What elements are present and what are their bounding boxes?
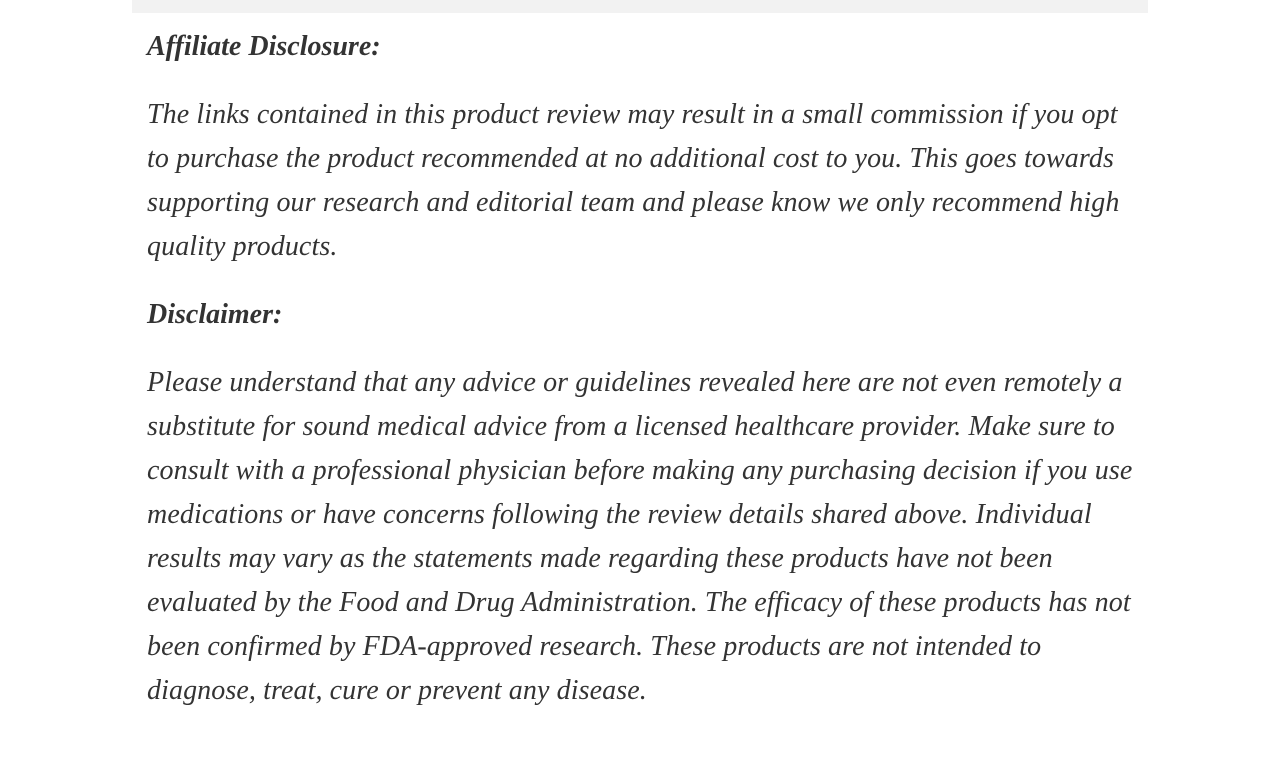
disclaimer-text: Please understand that any advice or gui… [147, 367, 1133, 706]
disclaimer-section: Disclaimer: Please understand that any a… [147, 293, 1133, 713]
affiliate-disclosure-section: Affiliate Disclosure: The links containe… [147, 25, 1133, 269]
disclaimer-heading: Disclaimer: [147, 299, 283, 330]
affiliate-disclosure-text: The links contained in this product revi… [147, 99, 1120, 262]
content-column: Affiliate Disclosure: The links containe… [132, 0, 1148, 713]
article-body: Affiliate Disclosure: The links containe… [132, 25, 1148, 713]
affiliate-disclosure-heading: Affiliate Disclosure: [147, 31, 381, 62]
top-strip [132, 0, 1148, 13]
